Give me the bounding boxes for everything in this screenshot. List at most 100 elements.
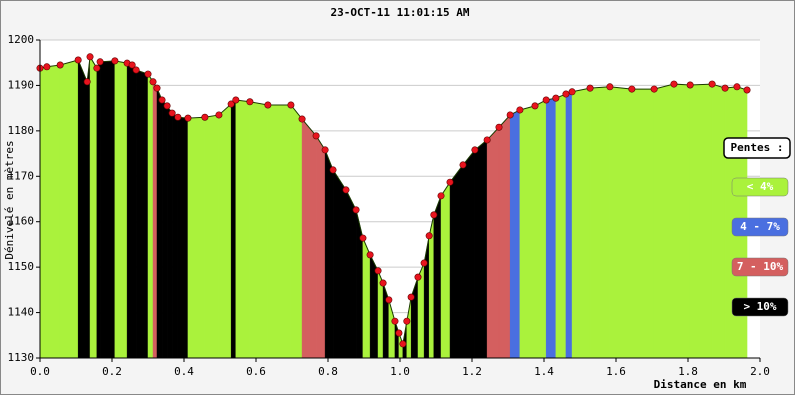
slope-segment <box>156 88 163 359</box>
slope-segment <box>249 101 269 359</box>
point <box>391 317 399 325</box>
point <box>43 63 51 71</box>
point <box>56 61 64 69</box>
legend-swatch <box>731 297 789 317</box>
point <box>385 296 393 304</box>
point <box>586 84 594 92</box>
point <box>227 100 235 108</box>
point <box>128 61 136 69</box>
x-tick-label: 0.0 <box>30 365 50 378</box>
point <box>403 317 411 325</box>
slope-segment <box>230 99 237 359</box>
point <box>414 273 422 281</box>
legend-label: 7 - 10% <box>737 260 784 273</box>
x-axis-label: Distance en km <box>654 378 747 391</box>
point <box>83 78 91 86</box>
point <box>420 259 428 267</box>
x-tick-label: 1.2 <box>462 365 482 378</box>
point <box>168 109 176 117</box>
x-tick-label: 2.0 <box>750 365 770 378</box>
x-tick-label: 1.4 <box>534 365 554 378</box>
x-tick-label: 1.6 <box>606 365 626 378</box>
point <box>430 211 438 219</box>
slope-segment <box>462 149 476 359</box>
slope-segment <box>332 169 347 359</box>
point <box>215 111 223 119</box>
point <box>471 146 479 154</box>
legend-swatch <box>731 177 789 197</box>
point <box>246 98 254 106</box>
slope-segment <box>519 105 536 359</box>
point <box>149 78 157 86</box>
y-tick-label: 1130 <box>8 351 35 364</box>
point <box>446 178 454 186</box>
slope-segment <box>99 60 116 359</box>
point <box>366 251 374 259</box>
point <box>506 111 514 119</box>
slope-segment <box>135 69 149 359</box>
point <box>298 115 306 123</box>
x-tick-label: 0.8 <box>318 365 338 378</box>
slope-segment <box>689 83 713 359</box>
legend-label: 4 - 7% <box>740 220 780 233</box>
slope-segment <box>589 86 611 359</box>
x-tick-label: 0.6 <box>246 365 266 378</box>
x-tick-label: 1.8 <box>678 365 698 378</box>
profile-line <box>39 55 748 346</box>
point <box>379 279 387 287</box>
point <box>144 70 152 78</box>
x-tick-label: 0.2 <box>102 365 122 378</box>
point <box>329 166 337 174</box>
slope-segment <box>631 88 655 359</box>
slope-segment <box>161 99 168 359</box>
slope-segment <box>565 91 573 359</box>
point <box>686 81 694 89</box>
point <box>425 232 433 240</box>
x-tick-label: 1.0 <box>390 365 410 378</box>
point <box>174 113 182 121</box>
slope-segment <box>345 189 357 359</box>
y-tick-label: 1160 <box>8 215 35 228</box>
legend: Pentes : < 4% 4 - 7% 7 - 10% > 10% <box>723 137 791 317</box>
point <box>111 57 119 65</box>
point <box>743 86 751 94</box>
slope-segment <box>187 116 206 359</box>
point <box>374 267 382 275</box>
slope-segment <box>474 139 488 359</box>
slope-segment <box>267 104 292 359</box>
point <box>542 96 550 104</box>
point <box>321 146 329 154</box>
slope-segment <box>114 60 128 359</box>
point <box>650 85 658 93</box>
slope-segment <box>440 181 451 359</box>
slope-segment <box>147 73 154 359</box>
slope-segment <box>673 83 691 359</box>
point <box>158 96 166 104</box>
slope-segment <box>152 80 158 359</box>
y-tick-label: 1170 <box>8 169 35 182</box>
x-tick-label: 0.4 <box>174 365 194 378</box>
point <box>96 58 104 66</box>
point <box>359 234 367 242</box>
point <box>132 66 140 74</box>
point <box>287 101 295 109</box>
y-tick-label: 1190 <box>8 78 35 91</box>
slope-segment <box>235 99 251 359</box>
slope-segment <box>545 97 557 359</box>
point <box>459 161 467 169</box>
slope-segment <box>653 83 675 359</box>
slope-segment <box>609 86 633 359</box>
slope-segment <box>39 66 48 359</box>
legend-title-box <box>723 137 791 159</box>
point <box>495 123 503 131</box>
legend-swatch <box>731 217 789 237</box>
point <box>86 53 94 61</box>
slope-segment <box>171 112 179 359</box>
slope-segment <box>449 164 464 359</box>
point <box>568 88 576 96</box>
point <box>264 101 272 109</box>
point <box>93 64 101 72</box>
slope-segment <box>86 56 91 359</box>
point <box>721 84 729 92</box>
slope-segment <box>711 83 726 359</box>
